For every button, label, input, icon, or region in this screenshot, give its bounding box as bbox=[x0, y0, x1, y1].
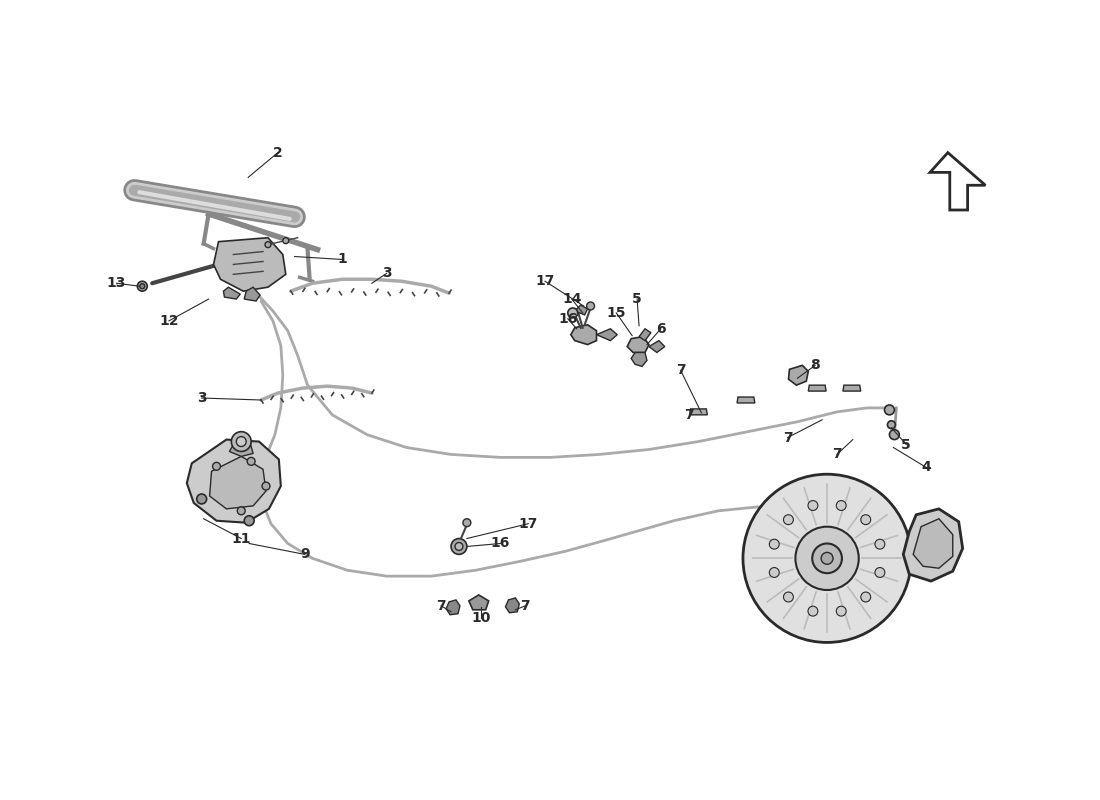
Circle shape bbox=[808, 606, 818, 616]
Circle shape bbox=[861, 592, 871, 602]
Polygon shape bbox=[596, 329, 617, 341]
Text: 3: 3 bbox=[382, 266, 392, 280]
Circle shape bbox=[861, 514, 871, 525]
Circle shape bbox=[783, 514, 793, 525]
Text: 7: 7 bbox=[684, 408, 693, 422]
Text: 5: 5 bbox=[632, 292, 642, 306]
Circle shape bbox=[283, 238, 289, 244]
Polygon shape bbox=[244, 287, 260, 301]
Circle shape bbox=[455, 542, 463, 550]
Polygon shape bbox=[571, 325, 596, 345]
Circle shape bbox=[244, 516, 254, 526]
Text: 5: 5 bbox=[901, 438, 911, 451]
Polygon shape bbox=[737, 397, 755, 403]
Polygon shape bbox=[639, 329, 651, 341]
Circle shape bbox=[821, 552, 833, 564]
Text: 12: 12 bbox=[160, 314, 179, 328]
Circle shape bbox=[783, 592, 793, 602]
Circle shape bbox=[451, 538, 466, 554]
Polygon shape bbox=[210, 457, 266, 509]
Text: 11: 11 bbox=[231, 531, 251, 546]
Text: 17: 17 bbox=[536, 274, 554, 288]
Circle shape bbox=[568, 308, 578, 318]
Circle shape bbox=[236, 437, 246, 446]
Text: 7: 7 bbox=[783, 430, 792, 445]
Text: 7: 7 bbox=[833, 447, 842, 462]
Polygon shape bbox=[574, 305, 587, 315]
Text: 14: 14 bbox=[562, 292, 582, 306]
Polygon shape bbox=[447, 600, 460, 614]
Text: 9: 9 bbox=[300, 547, 309, 562]
Circle shape bbox=[808, 501, 818, 510]
Text: 17: 17 bbox=[518, 517, 538, 530]
Circle shape bbox=[874, 539, 884, 549]
Polygon shape bbox=[631, 353, 647, 366]
Text: 4: 4 bbox=[921, 460, 931, 474]
Text: 7: 7 bbox=[437, 599, 446, 613]
Polygon shape bbox=[213, 238, 286, 291]
Polygon shape bbox=[690, 409, 707, 415]
Polygon shape bbox=[913, 518, 953, 568]
Polygon shape bbox=[808, 385, 826, 391]
Circle shape bbox=[138, 282, 147, 291]
Text: 16: 16 bbox=[558, 312, 578, 326]
Text: 16: 16 bbox=[491, 537, 510, 550]
Circle shape bbox=[836, 606, 846, 616]
Polygon shape bbox=[930, 153, 986, 210]
Circle shape bbox=[248, 458, 255, 466]
Circle shape bbox=[262, 482, 270, 490]
Text: 8: 8 bbox=[811, 358, 821, 372]
Circle shape bbox=[874, 567, 884, 578]
Circle shape bbox=[212, 462, 220, 470]
Circle shape bbox=[265, 242, 271, 248]
Polygon shape bbox=[627, 337, 649, 353]
Circle shape bbox=[888, 421, 895, 429]
Polygon shape bbox=[230, 439, 253, 457]
Circle shape bbox=[890, 430, 900, 439]
Text: 6: 6 bbox=[656, 322, 666, 336]
Circle shape bbox=[769, 539, 779, 549]
Text: 13: 13 bbox=[107, 276, 126, 290]
Text: 2: 2 bbox=[273, 146, 283, 160]
Polygon shape bbox=[903, 509, 962, 581]
Text: 15: 15 bbox=[606, 306, 626, 320]
Text: 7: 7 bbox=[675, 363, 685, 378]
Polygon shape bbox=[469, 595, 488, 610]
Text: 3: 3 bbox=[197, 391, 207, 405]
Circle shape bbox=[463, 518, 471, 526]
Circle shape bbox=[742, 474, 911, 642]
Circle shape bbox=[836, 501, 846, 510]
Polygon shape bbox=[506, 598, 519, 613]
Circle shape bbox=[140, 284, 145, 289]
Circle shape bbox=[231, 432, 251, 451]
Circle shape bbox=[586, 302, 594, 310]
Text: 7: 7 bbox=[520, 599, 530, 613]
Polygon shape bbox=[843, 385, 860, 391]
Circle shape bbox=[884, 405, 894, 415]
Circle shape bbox=[238, 507, 245, 514]
Circle shape bbox=[795, 526, 859, 590]
Circle shape bbox=[769, 567, 779, 578]
Circle shape bbox=[197, 494, 207, 504]
Text: 10: 10 bbox=[471, 610, 491, 625]
Polygon shape bbox=[187, 439, 280, 522]
Text: 1: 1 bbox=[338, 253, 348, 266]
Polygon shape bbox=[223, 287, 240, 299]
Polygon shape bbox=[789, 366, 808, 385]
Circle shape bbox=[812, 543, 842, 573]
Polygon shape bbox=[649, 341, 664, 353]
